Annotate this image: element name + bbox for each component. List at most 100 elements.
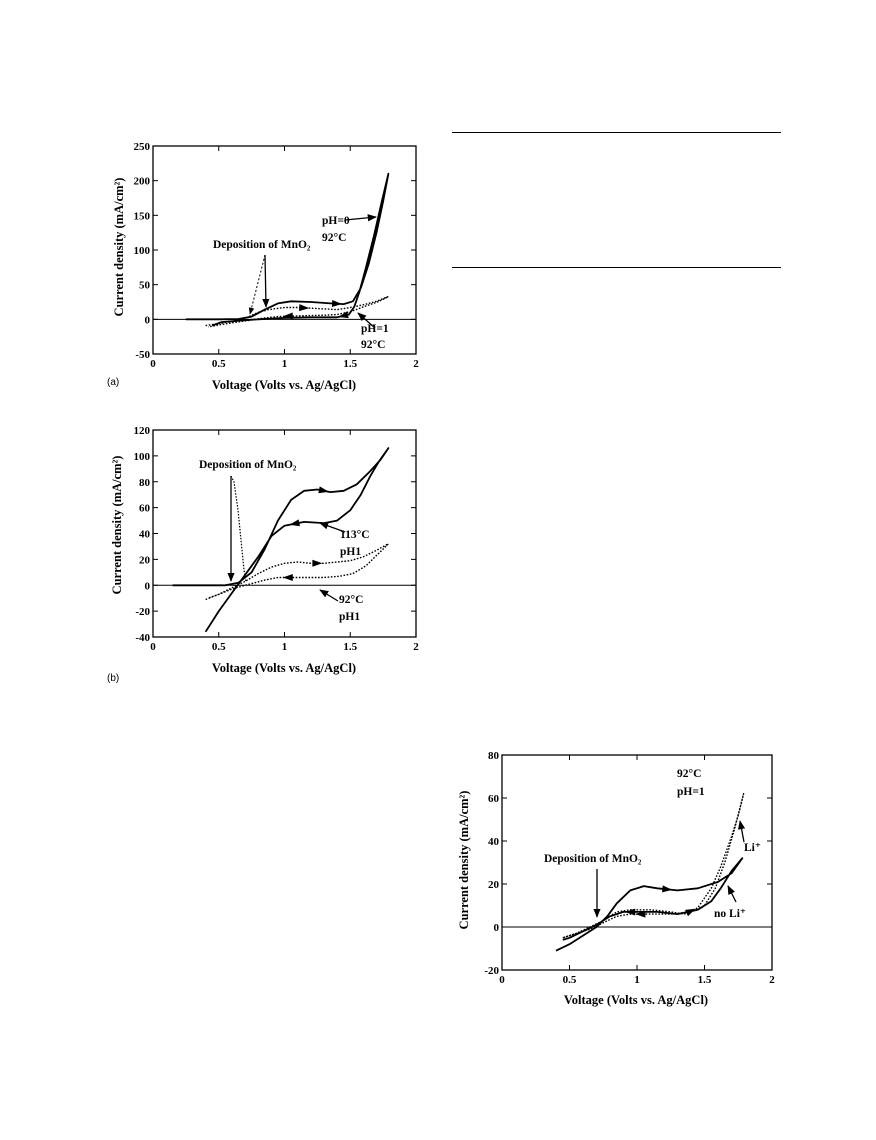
y-tick-label: 150: [134, 210, 151, 222]
direction-arrow: [635, 910, 646, 918]
chart-c-annotations: 92°C pH=1 Deposition of MnO₂ Li⁺ no Li⁺: [544, 768, 761, 920]
chart-a-annotation-ph1: pH=1: [361, 323, 389, 335]
y-tick-label: -40: [135, 632, 150, 644]
chart-c-annotation-no-li: no Li⁺: [714, 908, 746, 920]
direction-arrow: [282, 573, 293, 581]
top-rule: [452, 132, 781, 133]
annotation-arrow: [357, 312, 376, 329]
chart-a-series: [185, 172, 390, 328]
chart-c-annotation-deposition: Deposition of MnO₂: [544, 853, 642, 865]
direction-arrow: [312, 559, 323, 567]
annotation-dotted-spike: [230, 475, 247, 583]
chart-c-series: [555, 793, 745, 952]
chart-c-annotation-ph: pH=1: [677, 786, 705, 798]
y-tick-label: 50: [139, 280, 151, 292]
x-tick-label: 0: [150, 358, 156, 370]
annotation-arrow: [262, 254, 270, 308]
x-tick-label: 0.5: [563, 974, 577, 986]
chart-c-annotation-li: Li⁺: [744, 842, 761, 854]
chart-b-ticks: 0 0.5 1 1.5 2 -40 -20 0 20 40 60 80 100 120: [134, 425, 420, 653]
chart-c-annotation-temp: 92°C: [677, 768, 701, 780]
direction-arrow: [289, 519, 300, 527]
y-tick-label: 200: [134, 176, 151, 188]
chart-b-annotation-temp113: 113°C: [340, 529, 370, 541]
x-tick-label: 1: [282, 358, 288, 370]
chart-c: Current density (mA/cm²) Voltage (Volts …: [457, 750, 775, 1007]
chart-b-annotations: Deposition of MnO₂ 113°C pH1 92°C pH1: [199, 459, 370, 623]
chart-b-annotation-temp92: 92°C: [339, 594, 363, 606]
chart-b-annotation-ph1-lower: pH1: [339, 611, 360, 623]
panel-a-label: (a): [107, 377, 120, 388]
direction-arrow: [684, 908, 696, 917]
chart-b: Current density (mA/cm²) Voltage (Volts …: [110, 425, 420, 675]
annotation-arrow: [344, 214, 377, 222]
direction-arrow: [331, 299, 343, 307]
y-tick-label: 0: [145, 580, 151, 592]
direction-arrow: [282, 312, 293, 320]
x-tick-label: 0: [150, 641, 156, 653]
chart-a-xlabel: Voltage (Volts vs. Ag/AgCl): [212, 378, 356, 392]
annotation-arrow: [248, 254, 266, 315]
y-tick-label: -20: [484, 965, 499, 977]
chart-a-annotation-deposition: Deposition of MnO₂: [213, 239, 311, 251]
x-tick-label: 1.5: [343, 641, 357, 653]
chart-c-xlabel: Voltage (Volts vs. Ag/AgCl): [564, 993, 708, 1007]
direction-arrow: [662, 885, 673, 893]
solid-series-line: [555, 857, 744, 952]
direction-arrow: [318, 486, 329, 494]
annotation-arrow: [737, 820, 746, 843]
y-tick-label: 60: [139, 503, 151, 515]
chart-a-ylabel-group: Current density (mA/cm²): [112, 178, 126, 317]
x-tick-label: 1.5: [343, 358, 357, 370]
y-tick-label: 100: [134, 451, 151, 463]
x-tick-label: 2: [769, 974, 775, 986]
chart-a-ylabel: Current density (mA/cm²): [112, 178, 126, 317]
y-tick-label: 40: [139, 529, 151, 541]
chart-b-annotation-ph1-upper: pH1: [340, 546, 361, 558]
bottom-rule: [452, 267, 781, 268]
x-tick-label: 1: [634, 974, 640, 986]
annotation-arrow: [319, 589, 339, 602]
annotation-arrow: [319, 522, 346, 533]
x-tick-label: 0.5: [212, 358, 226, 370]
direction-arrow: [299, 304, 310, 312]
chart-b-xlabel: Voltage (Volts vs. Ag/AgCl): [212, 661, 356, 675]
chart-a-annotations: Deposition of MnO₂ pH=0 92°C pH=1 92°C: [213, 214, 389, 351]
chart-a-annotation-temp0: 92°C: [322, 232, 346, 244]
panel-b-label: (b): [107, 673, 120, 684]
y-tick-label: 20: [139, 554, 151, 566]
x-tick-label: 2: [413, 641, 419, 653]
chart-b-ylabel: Current density (mA/cm²): [110, 456, 124, 595]
dotted-series-line: [562, 793, 745, 939]
chart-a: Current density (mA/cm²) Voltage (Volts …: [112, 141, 420, 392]
y-tick-label: 80: [139, 477, 151, 489]
y-tick-label: 40: [488, 836, 500, 848]
y-tick-label: 20: [488, 879, 500, 891]
x-tick-label: 1: [282, 641, 288, 653]
y-tick-label: 60: [488, 793, 500, 805]
y-tick-label: 80: [488, 750, 500, 762]
annotation-arrow: [727, 885, 737, 903]
y-tick-label: -20: [135, 606, 150, 618]
x-tick-label: 2: [413, 358, 419, 370]
y-tick-label: 0: [145, 314, 151, 326]
chart-b-annotation-deposition: Deposition of MnO₂: [199, 459, 297, 471]
dotted-series-line: [205, 295, 390, 328]
y-tick-label: 120: [134, 425, 151, 437]
chart-c-ylabel: Current density (mA/cm²): [457, 791, 471, 930]
chart-a-annotation-temp1: 92°C: [361, 339, 385, 351]
y-tick-label: 250: [134, 141, 151, 153]
x-tick-label: 0.5: [212, 641, 226, 653]
solid-series-line: [185, 172, 390, 327]
x-tick-label: 0: [499, 974, 505, 986]
chart-b-series: [172, 447, 390, 633]
y-tick-label: 100: [134, 245, 151, 257]
chart-a-annotation-ph0: pH=0: [322, 215, 350, 227]
x-tick-label: 1.5: [698, 974, 712, 986]
direction-arrow: [338, 311, 349, 319]
direction-arrow: [625, 908, 636, 916]
y-tick-label: -50: [135, 349, 150, 361]
